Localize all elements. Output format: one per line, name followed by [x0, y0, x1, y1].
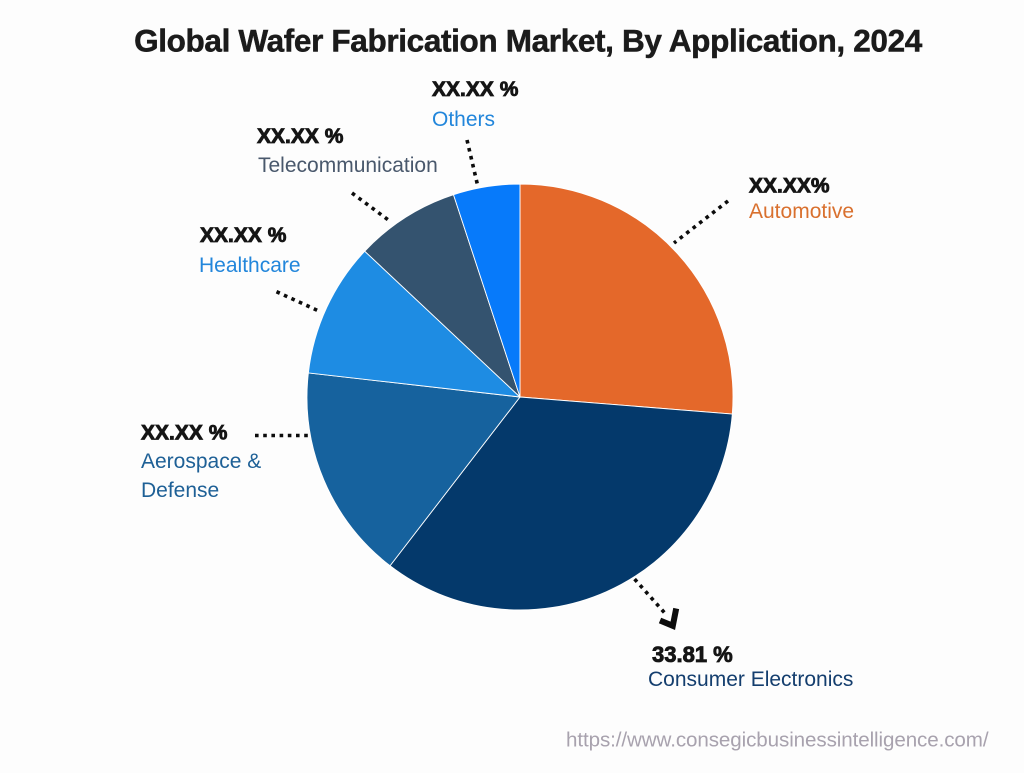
svg-text:Aerospace &: Aerospace &: [141, 450, 261, 473]
svg-text:Others: Others: [432, 108, 495, 131]
svg-text:Global Wafer Fabrication Marke: Global Wafer Fabrication Market, By Appl…: [134, 23, 923, 59]
svg-text:Defense: Defense: [141, 479, 219, 502]
svg-text:Healthcare: Healthcare: [199, 254, 301, 277]
svg-text:XX.XX %: XX.XX %: [200, 224, 287, 247]
svg-text:XX.XX %: XX.XX %: [257, 125, 344, 148]
svg-text:Telecommunication: Telecommunication: [258, 154, 438, 177]
svg-text:Consumer Electronics: Consumer Electronics: [648, 668, 853, 691]
svg-text:XX.XX %: XX.XX %: [432, 78, 519, 101]
svg-text:Automotive: Automotive: [749, 200, 854, 223]
svg-text:XX.XX%: XX.XX%: [749, 175, 830, 198]
svg-text:https://www.consegicbusinessin: https://www.consegicbusinessintelligence…: [566, 729, 989, 752]
svg-text:33.81 %: 33.81 %: [652, 642, 733, 667]
svg-text:XX.XX %: XX.XX %: [141, 422, 228, 445]
